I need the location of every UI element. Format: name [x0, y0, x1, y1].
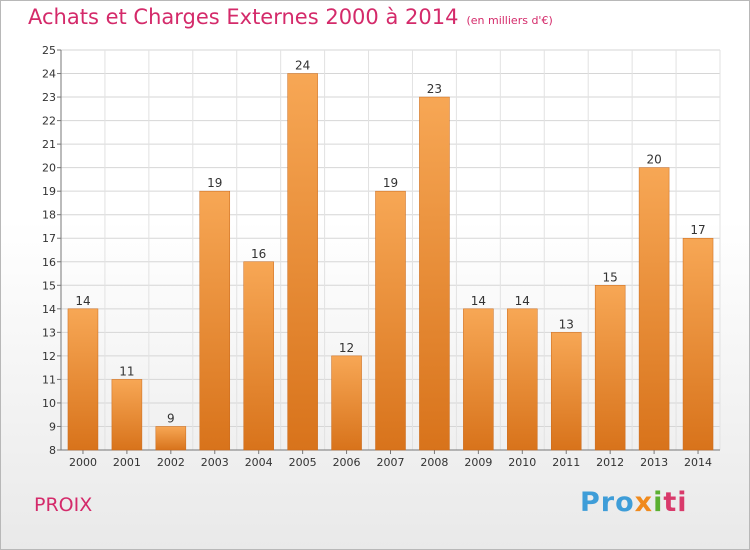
- data-label-2012: 15: [603, 270, 618, 284]
- place-name: PROIX: [34, 494, 93, 516]
- bar-2009: [463, 308, 494, 451]
- chart-title: Achats et Charges Externes 2000 à 2014 (e…: [28, 5, 553, 29]
- data-label-2006: 12: [339, 341, 354, 355]
- bar-2011: [550, 332, 582, 451]
- proxiti-logo: Proxiti: [580, 487, 688, 518]
- data-label-2013: 20: [646, 153, 661, 167]
- y-tick-label-20: 20: [42, 162, 56, 175]
- y-tick-label-12: 12: [42, 350, 56, 363]
- y-tick-label-21: 21: [42, 138, 56, 151]
- chart-title-text: Achats et Charges Externes 2000 à 2014: [28, 5, 459, 29]
- bars: [67, 73, 714, 451]
- x-tick-label-2012: 2012: [596, 456, 624, 469]
- logo-part-1: Pro: [580, 487, 635, 518]
- y-tick-label-15: 15: [42, 279, 56, 292]
- logo-part-4: ti: [663, 487, 688, 518]
- x-tick-label-2011: 2011: [552, 456, 580, 469]
- bar-2007: [375, 190, 406, 451]
- bar-2003: [199, 190, 231, 451]
- bar-2012: [594, 285, 626, 451]
- bar-2004: [243, 261, 274, 451]
- data-label-2010: 14: [515, 294, 530, 308]
- x-tick-label-2006: 2006: [333, 456, 361, 469]
- x-tick-label-2014: 2014: [684, 456, 712, 469]
- data-label-2001: 11: [119, 364, 134, 378]
- x-tick-label-2000: 2000: [69, 456, 97, 469]
- bar-2005: [287, 73, 318, 451]
- y-tick-label-19: 19: [42, 185, 56, 198]
- x-tick-label-2010: 2010: [508, 456, 536, 469]
- x-tick-label-2008: 2008: [420, 456, 448, 469]
- bar-2002: [155, 426, 187, 451]
- y-tick-label-23: 23: [42, 91, 56, 104]
- x-tick-label-2004: 2004: [245, 456, 273, 469]
- bar-2001: [111, 379, 143, 451]
- data-label-2007: 19: [383, 176, 398, 190]
- data-label-2004: 16: [251, 247, 266, 261]
- bar-2008: [419, 96, 450, 451]
- data-labels: 14 11 9 19 16 24 12 19 23 14 14 13 15 20 17: [75, 59, 705, 426]
- y-tick-label-9: 9: [49, 420, 56, 433]
- x-tick-label-2001: 2001: [113, 456, 141, 469]
- unit-label: (en milliers d'€): [466, 14, 553, 27]
- y-tick-label-8: 8: [49, 444, 56, 457]
- y-tick-label-14: 14: [42, 303, 56, 316]
- y-tick-label-25: 25: [42, 44, 56, 57]
- data-label-2009: 14: [471, 294, 486, 308]
- x-tick-label-2009: 2009: [464, 456, 492, 469]
- x-tick-label-2005: 2005: [289, 456, 317, 469]
- y-tick-label-17: 17: [42, 232, 56, 245]
- bar-2014: [682, 237, 714, 451]
- y-tick-label-11: 11: [42, 373, 56, 386]
- y-tick-label-13: 13: [42, 326, 56, 339]
- logo-part-3: i: [653, 487, 664, 518]
- x-tick-label-2007: 2007: [377, 456, 405, 469]
- y-tick-label-16: 16: [42, 256, 56, 269]
- data-label-2008: 23: [427, 82, 442, 96]
- data-label-2014: 17: [690, 223, 705, 237]
- x-tick-label-2003: 2003: [201, 456, 229, 469]
- bar-2000: [67, 308, 99, 451]
- data-label-2002: 9: [167, 411, 175, 425]
- y-tick-label-18: 18: [42, 209, 56, 222]
- data-label-2003: 19: [207, 176, 222, 190]
- data-label-2005: 24: [295, 59, 310, 73]
- bar-2006: [331, 355, 362, 451]
- y-tick-label-10: 10: [42, 397, 56, 410]
- logo-part-2: x: [634, 487, 654, 518]
- x-tick-label-2013: 2013: [640, 456, 668, 469]
- data-label-2011: 13: [559, 317, 574, 331]
- x-tick-label-2002: 2002: [157, 456, 185, 469]
- bar-2013: [638, 167, 670, 451]
- y-tick-label-22: 22: [42, 115, 56, 128]
- bar-2010: [507, 308, 538, 451]
- data-label-2000: 14: [75, 294, 90, 308]
- axes: 8 9 10 11 12 13 14 15 16 17 18 19 20 21 22 23 24 25 2000 20…: [42, 44, 720, 469]
- y-tick-label-24: 24: [42, 68, 56, 81]
